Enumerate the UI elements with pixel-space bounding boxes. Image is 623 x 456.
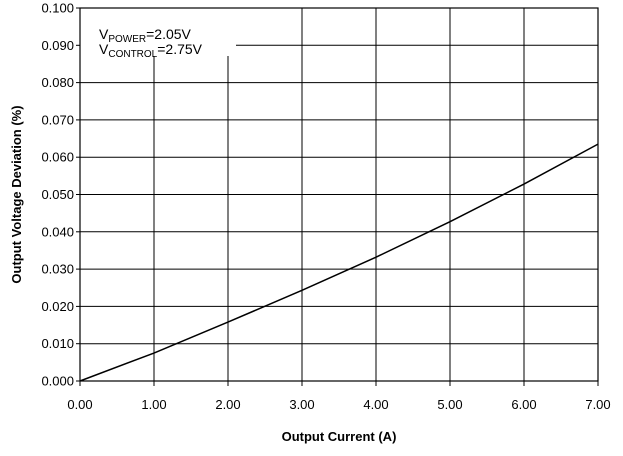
x-tick-label: 4.00 <box>363 397 388 412</box>
series-line <box>79 143 599 382</box>
y-tick-label: 0.100 <box>41 1 74 16</box>
y-tick-label: 0.050 <box>41 187 74 202</box>
x-tick-label: 3.00 <box>289 397 314 412</box>
x-axis-title: Output Current (A) <box>282 429 397 444</box>
series-layer <box>79 143 599 382</box>
x-tick-label: 1.00 <box>141 397 166 412</box>
y-tick-label: 0.080 <box>41 75 74 90</box>
x-tick-label: 0.00 <box>67 397 92 412</box>
plot-frame <box>76 7 599 386</box>
y-axis-title: Output Voltage Deviation (%) <box>9 105 24 283</box>
y-tick-label: 0.060 <box>41 150 74 165</box>
x-tick-label: 5.00 <box>437 397 462 412</box>
x-tick-label: 7.00 <box>585 397 610 412</box>
grid <box>80 8 598 381</box>
annotation-background <box>83 10 236 56</box>
annotation-text: VPOWER=2.05V <box>99 26 192 45</box>
x-tick-label: 6.00 <box>511 397 536 412</box>
x-tick-label: 2.00 <box>215 397 240 412</box>
y-tick-label: 0.040 <box>41 224 74 239</box>
y-tick-label: 0.020 <box>41 299 74 314</box>
y-tick-label: 0.010 <box>41 336 74 351</box>
tick-labels: 0.00 1.00 2.00 3.00 4.00 5.00 6.00 7.00 0.000 0.0… <box>41 1 610 413</box>
y-tick-label: 0.000 <box>41 374 74 389</box>
annotation-text: VCONTROL=2.75V <box>99 41 203 60</box>
y-tick-label: 0.070 <box>41 112 74 127</box>
y-tick-label: 0.030 <box>41 262 74 277</box>
y-tick-label: 0.090 <box>41 38 74 53</box>
